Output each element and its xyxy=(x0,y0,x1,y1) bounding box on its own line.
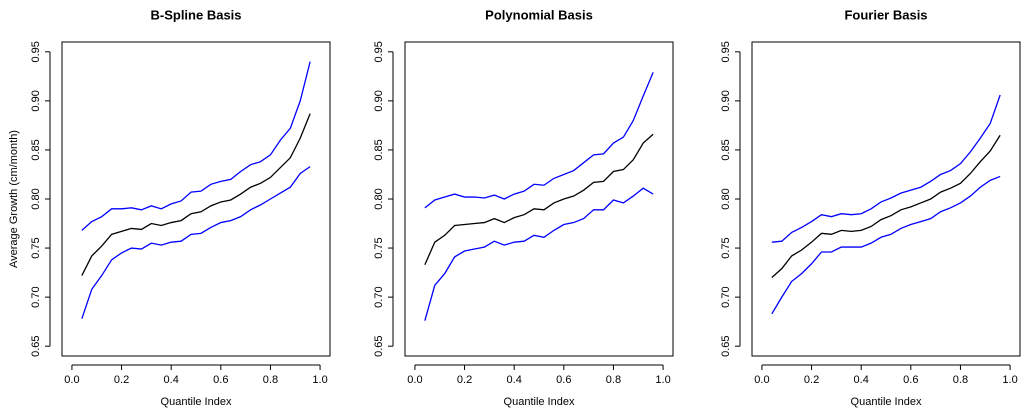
x-tick-label: 0.2 xyxy=(114,374,129,386)
x-axis-label: Quantile Index xyxy=(851,396,922,408)
y-tick-label: 0.75 xyxy=(373,237,385,258)
series-line xyxy=(771,94,1001,243)
series-line xyxy=(771,175,1001,315)
y-tick-label: 0.70 xyxy=(30,286,42,307)
x-tick-label: 0.0 xyxy=(407,374,422,386)
y-tick-label: 0.65 xyxy=(720,335,732,356)
y-tick-label: 0.95 xyxy=(30,41,42,62)
y-tick-label: 0.90 xyxy=(720,90,732,111)
x-tick-label: 1.0 xyxy=(312,374,327,386)
x-tick-label: 1.0 xyxy=(1002,374,1017,386)
series-line xyxy=(424,72,654,209)
series-line xyxy=(81,61,311,231)
y-tick-label: 0.80 xyxy=(373,188,385,209)
series-line xyxy=(771,134,1001,278)
plot-box xyxy=(61,41,331,357)
x-axis-label: Quantile Index xyxy=(504,396,575,408)
y-tick-label: 0.95 xyxy=(373,41,385,62)
x-axis-label: Quantile Index xyxy=(161,396,232,408)
y-tick-label: 0.70 xyxy=(720,286,732,307)
x-tick-label: 0.8 xyxy=(606,374,621,386)
x-tick-label: 0.4 xyxy=(854,374,869,386)
plot-box xyxy=(751,41,1021,357)
x-tick-label: 0.6 xyxy=(213,374,228,386)
x-tick-label: 0.8 xyxy=(953,374,968,386)
x-tick-label: 0.0 xyxy=(754,374,769,386)
x-tick-label: 0.6 xyxy=(556,374,571,386)
x-tick-label: 1.0 xyxy=(655,374,670,386)
x-tick-label: 0.4 xyxy=(164,374,179,386)
x-tick-label: 0.6 xyxy=(903,374,918,386)
y-tick-label: 0.80 xyxy=(720,188,732,209)
y-tick-label: 0.95 xyxy=(720,41,732,62)
x-tick-label: 0.8 xyxy=(263,374,278,386)
series-line xyxy=(81,113,311,276)
y-tick-label: 0.75 xyxy=(720,237,732,258)
y-tick-label: 0.65 xyxy=(30,335,42,356)
x-tick-label: 0.4 xyxy=(507,374,522,386)
series-line xyxy=(424,187,654,321)
series-line xyxy=(81,166,311,319)
x-tick-label: 0.2 xyxy=(457,374,472,386)
y-tick-label: 0.85 xyxy=(30,139,42,160)
y-tick-label: 0.80 xyxy=(30,188,42,209)
y-tick-label: 0.90 xyxy=(30,90,42,111)
y-tick-label: 0.90 xyxy=(373,90,385,111)
panel-title: Fourier Basis xyxy=(844,7,927,22)
series-line xyxy=(424,133,654,266)
x-tick-label: 0.2 xyxy=(804,374,819,386)
y-tick-label: 0.65 xyxy=(373,335,385,356)
panel-title: Polynomial Basis xyxy=(485,7,593,22)
y-tick-label: 0.75 xyxy=(30,237,42,258)
y-tick-label: 0.85 xyxy=(373,139,385,160)
y-tick-label: 0.70 xyxy=(373,286,385,307)
x-tick-label: 0.0 xyxy=(64,374,79,386)
panel-title: B-Spline Basis xyxy=(150,7,241,22)
y-tick-label: 0.85 xyxy=(720,139,732,160)
y-axis-label: Average Growth (cm/month) xyxy=(8,130,20,268)
plot-box xyxy=(404,41,674,357)
